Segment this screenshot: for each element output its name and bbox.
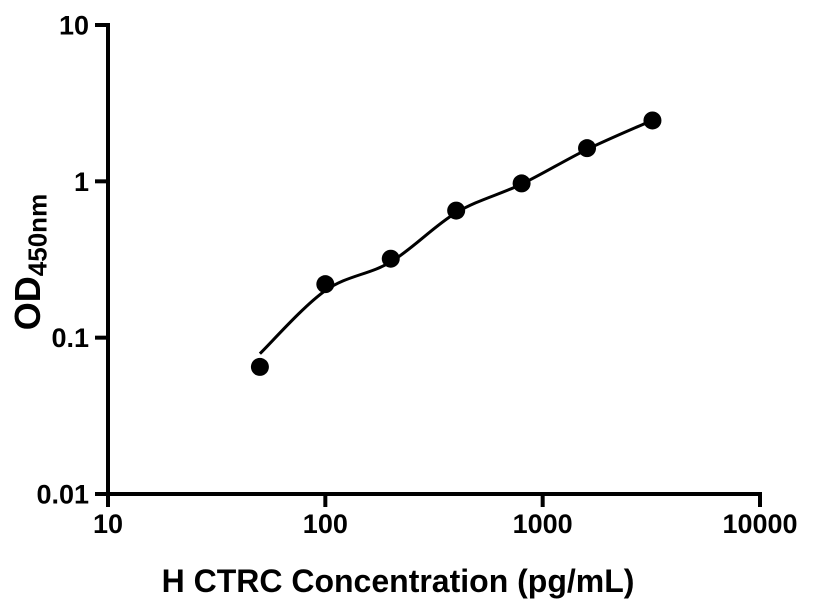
y-tick-label: 1 xyxy=(74,167,89,197)
x-tick-label: 100 xyxy=(303,509,348,539)
data-point xyxy=(316,275,335,294)
y-axis-title-sub: 450nm xyxy=(22,193,53,277)
fit-curve xyxy=(258,118,654,355)
data-point xyxy=(512,174,531,193)
x-tick-label: 10000 xyxy=(722,509,797,539)
y-axis-title-main: OD xyxy=(6,276,48,331)
y-tick-label: 0.01 xyxy=(36,480,89,510)
axis-spine xyxy=(106,23,762,496)
x-tick-label: 10 xyxy=(93,509,123,539)
y-axis-title: OD450nm xyxy=(7,194,54,330)
x-axis-title: H CTRC Concentration (pg/mL) xyxy=(161,563,635,599)
y-tick-label: 0.1 xyxy=(51,323,89,353)
data-point xyxy=(381,249,400,268)
x-tick-label: 1000 xyxy=(513,509,573,539)
y-tick-label: 10 xyxy=(59,11,89,41)
data-point xyxy=(643,111,662,130)
data-point xyxy=(447,201,466,220)
data-point xyxy=(250,357,269,376)
data-point xyxy=(578,139,597,158)
